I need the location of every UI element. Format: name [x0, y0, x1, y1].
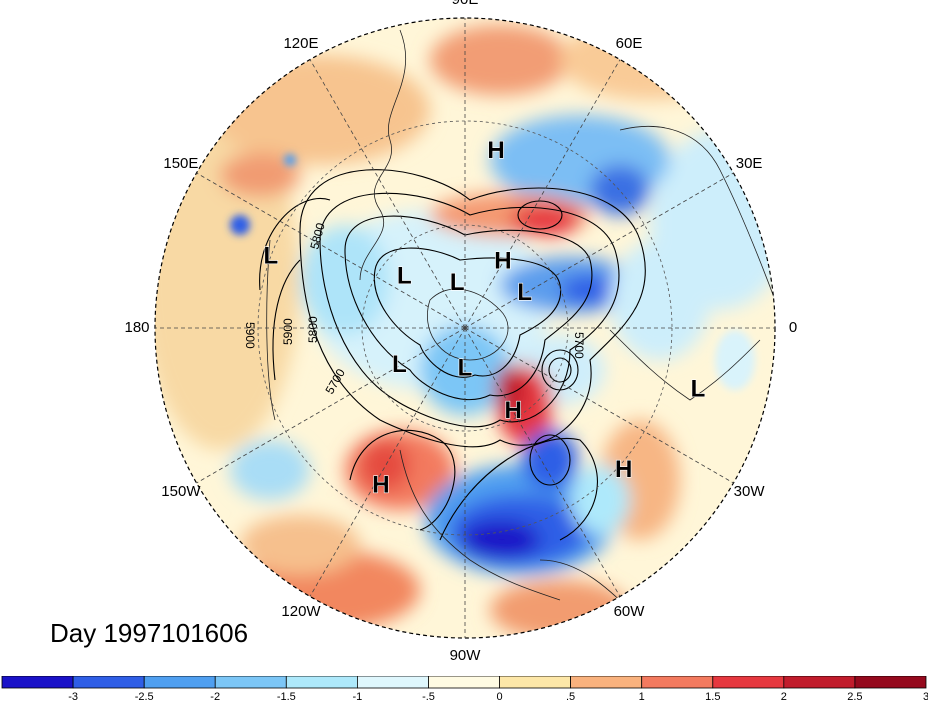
- longitude-label: 0: [789, 319, 797, 336]
- low-pressure-marker: L: [263, 243, 278, 270]
- colorbar-tick-label: 0: [496, 691, 502, 702]
- meridian-line: [464, 327, 621, 597]
- high-pressure-marker: H: [615, 456, 632, 483]
- contour-label: 5900: [243, 322, 257, 349]
- colorbar-swatch: [499, 676, 571, 689]
- low-pressure-marker: L: [691, 376, 706, 403]
- colorbar-swatch: [214, 676, 287, 689]
- longitude-label: 30W: [734, 483, 766, 500]
- meridian-line: [309, 327, 466, 597]
- contour-labels: 5800 5900 5900 5800 5700 5700: [243, 221, 586, 396]
- colorbar-swatch: [356, 676, 429, 689]
- meridian-line: [196, 327, 466, 484]
- colorbar-swatch: [783, 676, 856, 689]
- high-pressure-marker: H: [494, 248, 511, 275]
- graticule: [154, 17, 776, 639]
- high-pressure-marker: H: [372, 471, 389, 498]
- longitude-label: 120W: [281, 603, 321, 620]
- contour-label: 5800: [307, 221, 328, 251]
- low-pressure-marker: L: [392, 351, 407, 378]
- meridian-line: [309, 59, 466, 329]
- colorbar-swatch: [428, 676, 500, 689]
- contour-label: 5800: [306, 316, 320, 343]
- colorbar-tick-label: -1: [353, 691, 363, 702]
- colorbar: -3 -2.5 -2 -1.5 -1 -.5 0 .5 1 1.5 2 2.5 3: [1, 676, 928, 702]
- longitude-label: 90E: [452, 0, 479, 8]
- colorbar-swatch: [1, 676, 74, 689]
- colorbar-tick-label: -2.5: [135, 691, 154, 702]
- high-pressure-marker: H: [505, 397, 522, 424]
- longitude-label: 120E: [283, 35, 318, 52]
- colorbar-swatch: [712, 676, 785, 689]
- longitude-label: 90W: [450, 647, 482, 664]
- colorbar-swatch: [285, 676, 358, 689]
- colorbar-tick-label: 3: [923, 691, 928, 702]
- colorbar-tick-label: 1.5: [705, 691, 720, 702]
- colorbar-swatch: [570, 676, 643, 689]
- colorbar-swatch: [641, 676, 714, 689]
- colorbar-swatch: [143, 676, 216, 689]
- longitude-label: 180: [124, 319, 149, 336]
- colorbar-tick-label: 2: [781, 691, 787, 702]
- map-title: Day 1997101606: [50, 618, 249, 648]
- meridian-line: [464, 327, 734, 484]
- longitude-label: 60W: [614, 603, 646, 620]
- low-pressure-marker: L: [450, 269, 465, 296]
- longitude-label: 150E: [163, 155, 198, 172]
- colorbar-tick-label: .5: [566, 691, 575, 702]
- polar-map: 5800 5900 5900 5800 5700 5700 90E 60E 30E 0…: [124, 0, 797, 664]
- colorbar-swatch: [854, 676, 927, 689]
- contour-label: 5700: [572, 332, 586, 359]
- contour-label: 5900: [281, 318, 295, 345]
- colorbar-tick-label: -3: [68, 691, 78, 702]
- low-pressure-marker: L: [517, 279, 532, 306]
- colorbar-tick-label: 2.5: [847, 691, 862, 702]
- geopotential-contours: [259, 169, 646, 541]
- colorbar-swatch: [72, 676, 145, 689]
- colorbar-tick-label: -1.5: [277, 691, 296, 702]
- meridian-line: [464, 59, 621, 329]
- meridian-line: [464, 172, 734, 329]
- longitude-label: 150W: [161, 483, 201, 500]
- longitude-label: 60E: [616, 35, 643, 52]
- colorbar-tick-label: 1: [639, 691, 645, 702]
- low-pressure-marker: L: [458, 355, 473, 382]
- high-pressure-marker: H: [487, 137, 504, 164]
- colorbar-tick-label: -2: [210, 691, 220, 702]
- longitude-label: 30E: [736, 155, 763, 172]
- low-pressure-marker: L: [397, 262, 412, 289]
- longitude-labels: 90E 60E 30E 0 30W 60W 90W 120W 150W 180 150E 120E: [124, 0, 797, 664]
- colorbar-tick-label: -.5: [422, 691, 435, 702]
- meridian-line: [196, 172, 466, 329]
